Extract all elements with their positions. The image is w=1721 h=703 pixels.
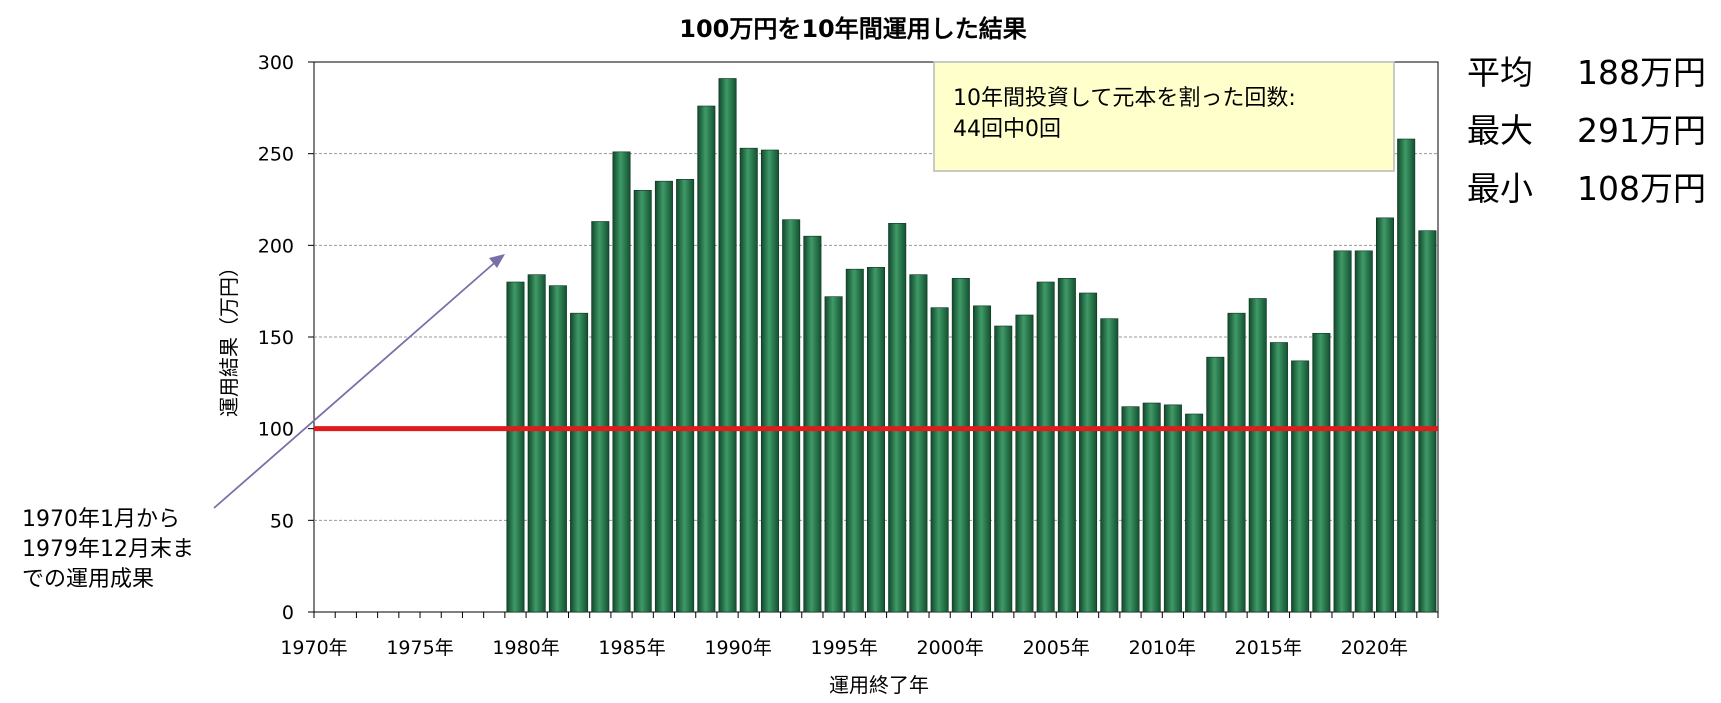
y-axis-title: 運用結果（万円） <box>217 257 241 417</box>
y-tick-label: 150 <box>258 327 294 349</box>
stat-min-label: 最小 <box>1467 169 1533 208</box>
bar-2022 <box>1418 230 1437 613</box>
bar-1981 <box>548 285 567 613</box>
stat-average-label: 平均 <box>1467 53 1533 92</box>
bar-2021 <box>1397 138 1416 613</box>
x-tick-label: 2000年 <box>917 637 984 659</box>
y-tick-label: 300 <box>258 52 294 74</box>
bar-1995 <box>845 268 864 613</box>
bar-1993 <box>803 235 822 613</box>
bar-2018 <box>1333 250 1352 613</box>
bar-1983 <box>591 221 610 613</box>
stat-max-value: 291万円 <box>1577 111 1706 150</box>
bar-1985 <box>633 190 652 613</box>
bar-1984 <box>612 151 631 613</box>
bar-2017 <box>1312 333 1331 613</box>
bar-2016 <box>1291 360 1310 613</box>
x-tick-label: 1980年 <box>492 637 559 659</box>
y-tick-label: 200 <box>258 235 294 257</box>
x-axis-ticks: 1970年 1975年 1980年 1985年 1990年 1995年 2000年 2005年… <box>280 612 1439 659</box>
bar-1994 <box>824 296 843 613</box>
bar-2003 <box>1015 314 1034 613</box>
bar-1997 <box>888 223 907 613</box>
bar-2004 <box>1036 281 1055 613</box>
bar-1991 <box>760 149 779 613</box>
bar-1980 <box>527 274 546 613</box>
bar-2001 <box>973 305 992 613</box>
bar-2009 <box>1142 402 1161 613</box>
bar-1987 <box>676 179 695 613</box>
bar-1979 <box>506 281 525 613</box>
bar-2013 <box>1227 312 1246 613</box>
bar-1982 <box>570 312 589 613</box>
note-box <box>933 61 1395 172</box>
bar-1998 <box>909 274 928 613</box>
bar-2011 <box>1185 413 1204 613</box>
annotation-line-3: での運用成果 <box>22 567 154 592</box>
x-tick-label: 1975年 <box>386 637 453 659</box>
bars <box>506 78 1437 613</box>
bar-2005 <box>1057 278 1076 613</box>
x-tick-label: 2010年 <box>1129 637 1196 659</box>
note-line-2: 44回中0回 <box>953 117 1061 142</box>
bar-1989 <box>718 78 737 613</box>
x-axis-title: 運用終了年 <box>829 673 929 697</box>
stat-min-value: 108万円 <box>1577 169 1706 208</box>
x-tick-label: 1970年 <box>280 637 347 659</box>
stat-max-label: 最大 <box>1467 111 1533 150</box>
x-tick-label: 1985年 <box>598 637 665 659</box>
bar-2006 <box>1079 292 1098 613</box>
bar-1999 <box>930 307 949 613</box>
bar-2010 <box>1163 404 1182 613</box>
x-tick-label: 1995年 <box>811 637 878 659</box>
annotation-arrow-line <box>213 257 501 509</box>
y-axis-ticks: 0 50 100 150 200 250 300 <box>258 52 314 624</box>
annotation-line-1: 1970年1月から <box>22 507 180 532</box>
bar-2014 <box>1248 298 1267 613</box>
chart-title: 100万円を10年間運用した結果 <box>679 15 1027 43</box>
x-tick-label: 2005年 <box>1023 637 1090 659</box>
bar-1992 <box>782 219 801 613</box>
bar-2002 <box>994 325 1013 613</box>
x-tick-label: 1990年 <box>704 637 771 659</box>
bar-1996 <box>867 267 885 613</box>
y-tick-label: 100 <box>258 419 294 441</box>
x-tick-label: 2015年 <box>1235 637 1302 659</box>
annotation-arrow-head <box>489 254 505 268</box>
bar-2020 <box>1375 217 1394 613</box>
y-tick-label: 250 <box>258 144 294 166</box>
bar-2019 <box>1354 250 1373 613</box>
bar-1988 <box>697 105 716 613</box>
stat-average-value: 188万円 <box>1577 53 1706 92</box>
x-tick-label: 2020年 <box>1341 637 1408 659</box>
bar-2000 <box>951 278 970 613</box>
y-tick-label: 50 <box>270 510 294 532</box>
bar-2012 <box>1206 356 1225 613</box>
bar-2015 <box>1269 342 1288 613</box>
bar-2008 <box>1121 406 1140 613</box>
bar-1986 <box>654 180 673 613</box>
y-tick-label: 0 <box>282 602 294 624</box>
annotation-line-2: 1979年12月末ま <box>22 537 194 562</box>
bar-1990 <box>739 147 758 613</box>
bar-2007 <box>1100 318 1119 613</box>
note-line-1: 10年間投資して元本を割った回数: <box>953 86 1296 111</box>
